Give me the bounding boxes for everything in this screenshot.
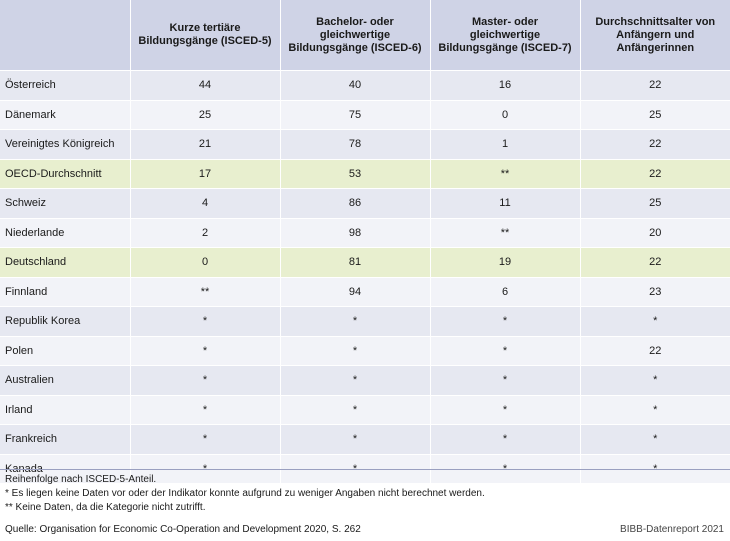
table-cell: 22 (580, 70, 730, 100)
header-country (0, 0, 131, 71)
table-cell: 20 (580, 217, 730, 248)
table-cell: 86 (280, 188, 431, 218)
header-isced7: Master- oder gleichwertige Bildungsgänge… (430, 0, 581, 71)
table-cell: 22 (580, 247, 730, 277)
table-cell: 25 (580, 188, 730, 218)
row-label: Schweiz (0, 188, 131, 218)
table-row: Irland * * * * (0, 394, 730, 425)
table-cell: 19 (430, 247, 581, 277)
table-cell: 98 (280, 217, 431, 248)
table-cell: 25 (580, 99, 730, 130)
table-cell: * (130, 306, 281, 336)
table-cell: 81 (280, 247, 431, 277)
table-row: Niederlande 2 98 ** 20 (0, 217, 730, 248)
header-average-age: Durchschnittsalter von Anfängern und Anf… (580, 0, 730, 71)
table-row: Polen * * * 22 (0, 335, 730, 366)
table-cell: * (580, 424, 730, 454)
table-cell: * (280, 335, 431, 366)
row-label: Frankreich (0, 424, 131, 454)
table-cell: ** (130, 276, 281, 307)
table-row: Kanada**** (0, 453, 730, 483)
footnote-double-asterisk: ** Keine Daten, da die Kategorie nicht z… (5, 502, 206, 513)
row-label: Vereinigtes Königreich (0, 129, 131, 159)
table-cell: 0 (130, 247, 281, 277)
row-label: Finnland (0, 276, 131, 307)
row-label: OECD-Durchschnitt (0, 158, 131, 189)
table-cell: 78 (280, 129, 431, 159)
table-row: Dänemark 25 75 0 25 (0, 99, 730, 130)
table-cell: * (430, 453, 581, 483)
row-label: Niederlande (0, 217, 131, 248)
table-cell: * (130, 394, 281, 425)
table-cell: 22 (580, 335, 730, 366)
table-cell: 25 (130, 99, 281, 130)
table-cell: * (130, 335, 281, 366)
table-cell: 6 (430, 276, 581, 307)
table-cell: * (430, 365, 581, 395)
table-cell: * (280, 424, 431, 454)
table-cell: 75 (280, 99, 431, 130)
table-row: Schweiz 4 86 11 25 (0, 188, 730, 218)
footnote-single-asterisk: * Es liegen keine Daten vor oder der Ind… (5, 488, 485, 499)
row-label: Österreich (0, 70, 131, 100)
table-cell: * (580, 394, 730, 425)
table-cell: 17 (130, 158, 281, 189)
table-cell: 53 (280, 158, 431, 189)
row-label: Deutschland (0, 247, 131, 277)
report-credit: BIBB-Datenreport 2021 (620, 524, 724, 535)
table-row: OECD-Durchschnitt 17 53 ** 22 (0, 158, 730, 189)
table-cell: * (280, 453, 431, 483)
data-table: Kurze tertiäre Bildungsgänge (ISCED-5) B… (0, 0, 730, 483)
row-label: Polen (0, 335, 131, 366)
table-cell: * (280, 306, 431, 336)
table-row: Republik Korea * * * * (0, 306, 730, 336)
table-cell: * (130, 453, 281, 483)
table-cell: * (130, 424, 281, 454)
table-cell: 1 (430, 129, 581, 159)
table-body: Österreich 44 40 16 22 Dänemark 25 75 0 25 Vereini… (0, 70, 730, 483)
table-cell: * (580, 365, 730, 395)
table-cell: * (430, 306, 581, 336)
header-isced6: Bachelor- oder gleichwertige Bildungsgän… (280, 0, 431, 71)
table-cell: 4 (130, 188, 281, 218)
source-note: Quelle: Organisation for Economic Co-Ope… (5, 524, 361, 535)
table-cell: * (430, 394, 581, 425)
footnotes: Reihenfolge nach ISCED-5-Anteil. * Es li… (5, 473, 485, 515)
table-cell: * (280, 365, 431, 395)
table-row: Finnland ** 94 6 23 (0, 276, 730, 307)
table-cell: 22 (580, 158, 730, 189)
table-row: Australien * * * * (0, 365, 730, 395)
header-isced5: Kurze tertiäre Bildungsgänge (ISCED-5) (130, 0, 281, 71)
table-cell: 11 (430, 188, 581, 218)
table-row: Österreich 44 40 16 22 (0, 70, 730, 100)
table-header: Kurze tertiäre Bildungsgänge (ISCED-5) B… (0, 0, 730, 71)
table-cell: * (430, 424, 581, 454)
table-cell: 22 (580, 129, 730, 159)
table-cell: 21 (130, 129, 281, 159)
table-cell: ** (430, 158, 581, 189)
row-label: Republik Korea (0, 306, 131, 336)
table-cell: * (130, 365, 281, 395)
table-cell: 40 (280, 70, 431, 100)
row-label: Dänemark (0, 99, 131, 130)
row-label: Irland (0, 394, 131, 425)
table-cell: * (580, 306, 730, 336)
table-cell: 23 (580, 276, 730, 307)
table-row: Deutschland 0 81 19 22 (0, 247, 730, 277)
row-label: Kanada (0, 453, 131, 483)
table-cell: 94 (280, 276, 431, 307)
table-bottom-rule (0, 469, 730, 470)
table-row: Frankreich * * * * (0, 424, 730, 454)
table-cell: 0 (430, 99, 581, 130)
table-cell: 16 (430, 70, 581, 100)
table-cell: ** (430, 217, 581, 248)
table-cell: * (430, 335, 581, 366)
table-row: Vereinigtes Königreich 21 78 1 22 (0, 129, 730, 159)
table-cell: 44 (130, 70, 281, 100)
footnote-order: Reihenfolge nach ISCED-5-Anteil. (5, 474, 157, 485)
table-cell: 2 (130, 217, 281, 248)
row-label: Australien (0, 365, 131, 395)
table-cell: * (580, 453, 730, 483)
table-cell: * (280, 394, 431, 425)
